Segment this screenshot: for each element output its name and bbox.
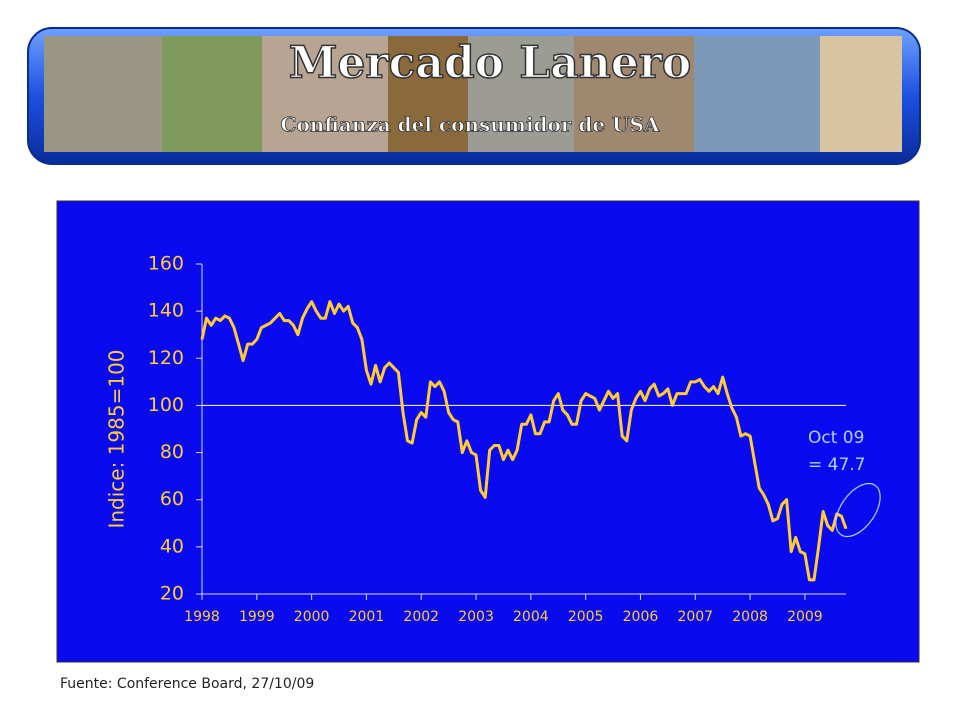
y-tick-label: 80 [160, 441, 184, 463]
chart-frame [56, 200, 920, 663]
y-axis-label: Indice: 1985=100 [105, 349, 129, 528]
y-tick-label: 100 [148, 394, 184, 416]
annotation-ellipse [835, 482, 881, 538]
x-tick-label: 2002 [403, 609, 439, 625]
data-line [200, 300, 848, 582]
y-tick-label: 160 [148, 253, 184, 275]
x-tick-label: 2001 [349, 609, 385, 625]
chart: 20 40 60 80 100 120 140 160 1998 1999 2000 2001 2002… [105, 253, 881, 625]
photo-spools [574, 36, 694, 152]
photo-yarn [468, 36, 574, 152]
x-tick-label: 1999 [239, 609, 275, 625]
source-note: Fuente: Conference Board, 27/10/09 [60, 676, 314, 692]
x-tick-label: 1998 [184, 609, 220, 625]
annotation: = 47.7 [808, 455, 866, 475]
x-tick-label: 2005 [568, 609, 604, 625]
photo-bales [388, 36, 468, 152]
annotation: Oct 09 [808, 428, 864, 448]
y-tick-label: 60 [160, 488, 184, 510]
photo-mountain [694, 36, 820, 152]
photo-wool [262, 36, 388, 152]
photo-model [820, 36, 902, 152]
y-tick-label: 40 [160, 535, 184, 557]
x-tick-label: 2003 [458, 609, 494, 625]
y-tick-label: 120 [148, 347, 184, 369]
x-tick-label: 2007 [677, 609, 713, 625]
photo-flock [162, 36, 262, 152]
photo-sheep [44, 36, 162, 152]
banner-subtitle: Confianza del consumidor de USA [281, 113, 660, 137]
banner: Mercado Lanero Confianza del consumidor … [27, 27, 921, 165]
y-tick-label: 20 [160, 583, 184, 605]
y-tick-label: 140 [148, 300, 184, 322]
x-tick-label: 2008 [732, 609, 768, 625]
x-tick-label: 2009 [787, 609, 823, 625]
banner-title: Mercado Lanero [289, 38, 692, 89]
x-tick-label: 2006 [623, 609, 659, 625]
x-tick-label: 2004 [513, 609, 549, 625]
x-tick-label: 2000 [294, 609, 330, 625]
